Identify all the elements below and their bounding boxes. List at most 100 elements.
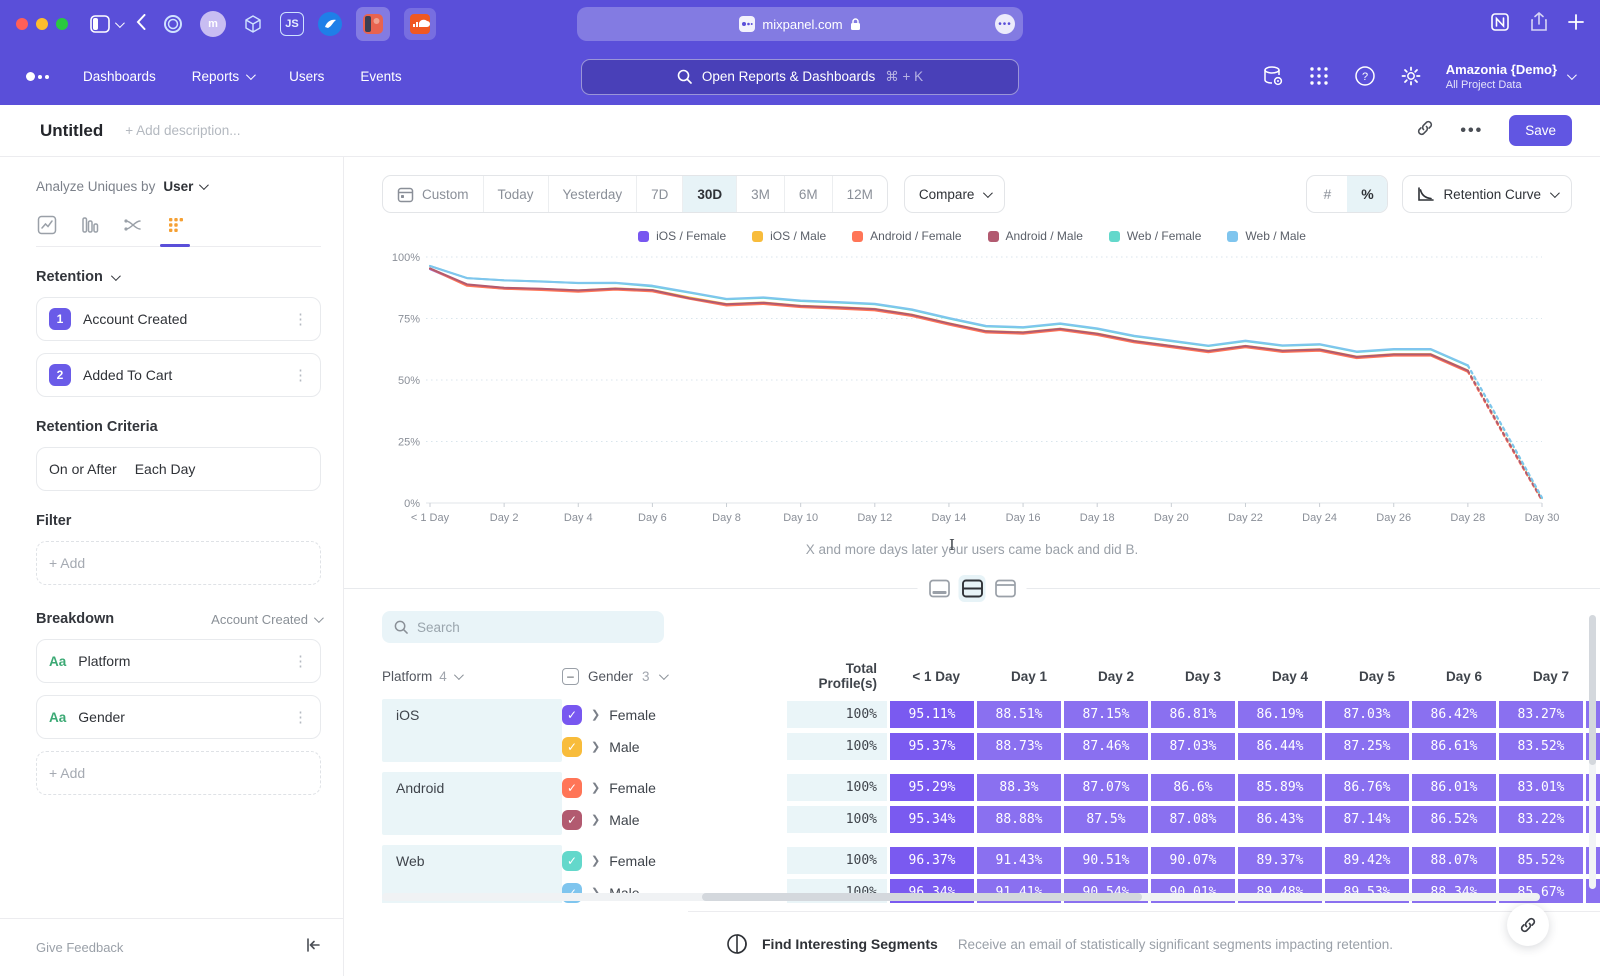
retention-value-cell[interactable]: 90.51% (1064, 847, 1148, 874)
retention-value-cell[interactable]: 85.52% (1499, 847, 1583, 874)
retention-value-cell[interactable]: 86.44% (1238, 733, 1322, 760)
page-actions-icon[interactable]: ••• (995, 14, 1015, 34)
retention-value-cell[interactable]: 86.43% (1238, 806, 1322, 833)
day-column-header[interactable]: Day 2 (1064, 669, 1148, 684)
retention-value-cell[interactable]: 86.19% (1238, 701, 1322, 728)
js-extension-icon[interactable]: JS (280, 12, 304, 36)
kebab-menu-icon[interactable]: ⋮ (293, 652, 308, 670)
kebab-menu-icon[interactable]: ⋮ (293, 366, 308, 384)
bird-extension-icon[interactable] (318, 12, 342, 36)
range-custom[interactable]: Custom (383, 176, 484, 212)
retention-value-cell[interactable]: 91.43% (977, 847, 1061, 874)
apps-grid-icon[interactable] (1308, 65, 1330, 87)
retention-value-cell[interactable]: 86.42% (1412, 701, 1496, 728)
series-checkbox[interactable]: ✓ (562, 810, 582, 830)
retention-value-cell[interactable]: 87.08% (1151, 806, 1235, 833)
tab-flows[interactable] (122, 214, 144, 236)
platform-column-header[interactable]: Platform4 (382, 669, 562, 684)
expand-row-icon[interactable]: ❯ (591, 708, 600, 721)
legend-item[interactable]: iOS / Female (638, 229, 726, 243)
retention-value-cell[interactable]: 87.14% (1325, 806, 1409, 833)
report-title[interactable]: Untitled (40, 121, 103, 141)
retention-value-cell[interactable]: 86.76% (1325, 774, 1409, 801)
range-7d[interactable]: 7D (637, 176, 683, 212)
day-column-header[interactable]: Day 5 (1325, 669, 1409, 684)
retention-value-cell[interactable]: 96.37% (890, 847, 974, 874)
help-icon[interactable]: ? (1354, 65, 1376, 87)
add-filter-button[interactable]: + Add (36, 541, 321, 585)
range-12m[interactable]: 12M (833, 176, 887, 212)
retention-value-cell[interactable]: 95.29% (890, 774, 974, 801)
retention-criteria-selector[interactable]: On or After Each Day (36, 447, 321, 491)
collapse-sidebar-icon[interactable] (305, 938, 321, 957)
series-checkbox[interactable]: ✓ (562, 737, 582, 757)
more-options-icon[interactable]: ••• (1460, 122, 1483, 140)
back-icon[interactable] (136, 14, 146, 35)
tab-funnels[interactable] (79, 214, 101, 236)
new-tab-icon[interactable] (1568, 14, 1584, 35)
retention-value-cell[interactable]: 83.27% (1499, 701, 1583, 728)
table-only-layout-icon[interactable] (992, 575, 1019, 602)
nav-events[interactable]: Events (360, 69, 401, 84)
retention-value-cell[interactable]: 88.51% (977, 701, 1061, 728)
legend-item[interactable]: Web / Male (1227, 229, 1305, 243)
day-column-header[interactable]: Day 3 (1151, 669, 1235, 684)
retention-value-cell[interactable]: 86.81% (1151, 701, 1235, 728)
range-3m[interactable]: 3M (737, 176, 785, 212)
nav-dashboards[interactable]: Dashboards (83, 69, 156, 84)
absolute-unit-toggle[interactable]: # (1307, 176, 1347, 212)
range-today[interactable]: Today (484, 176, 549, 212)
retention-value-cell[interactable]: 87.46% (1064, 733, 1148, 760)
copy-link-icon[interactable] (1416, 119, 1434, 142)
breakdown-platform[interactable]: Aa Platform ⋮ (36, 639, 321, 683)
active-tab-extension-icon[interactable] (356, 7, 390, 41)
retention-value-cell[interactable]: 95.34% (890, 806, 974, 833)
save-button[interactable]: Save (1509, 115, 1572, 146)
total-profiles-header[interactable]: Total Profile(s) (787, 661, 887, 691)
series-checkbox[interactable]: ✓ (562, 851, 582, 871)
day-column-header[interactable]: < 1 Day (890, 669, 974, 684)
avatar-extension-icon[interactable]: m (200, 11, 226, 37)
retention-value-cell[interactable]: 83.52% (1499, 733, 1583, 760)
tab-insights[interactable] (36, 214, 58, 236)
day-column-header[interactable]: Day 1 (977, 669, 1061, 684)
retention-value-cell[interactable]: 95.37% (890, 733, 974, 760)
tab-retention[interactable] (165, 214, 187, 236)
sidebar-toggle-icon[interactable] (90, 15, 122, 33)
address-bar[interactable]: mixpanel.com ••• (577, 7, 1023, 41)
add-description-button[interactable]: + Add description... (125, 123, 240, 138)
legend-item[interactable]: Web / Female (1109, 229, 1201, 243)
segments-title[interactable]: Find Interesting Segments (762, 936, 938, 952)
settings-gear-icon[interactable] (1400, 65, 1422, 87)
day-column-header[interactable]: Day 7 (1499, 669, 1583, 684)
notion-icon[interactable] (1490, 12, 1510, 37)
legend-item[interactable]: Android / Male (988, 229, 1083, 243)
expand-row-icon[interactable]: ❯ (591, 854, 600, 867)
select-all-checkbox[interactable]: – (562, 668, 579, 685)
range-yesterday[interactable]: Yesterday (549, 176, 638, 212)
retention-section-header[interactable]: Retention (36, 269, 321, 285)
day-column-header[interactable]: Day 6 (1412, 669, 1496, 684)
retention-value-cell[interactable]: 87.15% (1064, 701, 1148, 728)
nav-users[interactable]: Users (289, 69, 324, 84)
retention-value-cell[interactable]: 86.01% (1412, 774, 1496, 801)
series-checkbox[interactable]: ✓ (562, 778, 582, 798)
legend-item[interactable]: Android / Female (852, 229, 961, 243)
table-horizontal-scrollbar[interactable] (382, 893, 1540, 901)
criteria-mode[interactable]: On or After (49, 461, 117, 477)
share-icon[interactable] (1530, 12, 1548, 37)
table-vertical-scrollbar[interactable] (1589, 615, 1596, 889)
breakdown-target-selector[interactable]: Account Created (211, 612, 321, 627)
retention-value-cell[interactable]: 83.22% (1499, 806, 1583, 833)
soundcloud-extension-icon[interactable] (404, 8, 436, 40)
retention-value-cell[interactable]: 87.07% (1064, 774, 1148, 801)
expand-row-icon[interactable]: ❯ (591, 740, 600, 753)
ring-extension-icon[interactable] (160, 11, 186, 37)
range-30d[interactable]: 30D (683, 176, 737, 212)
global-search-input[interactable]: Open Reports & Dashboards ⌘ + K (581, 59, 1019, 95)
retention-step-2[interactable]: 2 Added To Cart ⋮ (36, 353, 321, 397)
day-column-header[interactable]: Day 4 (1238, 669, 1322, 684)
breakdown-gender[interactable]: Aa Gender ⋮ (36, 695, 321, 739)
window-minimize-button[interactable] (36, 18, 48, 30)
retention-value-cell[interactable]: 88.88% (977, 806, 1061, 833)
